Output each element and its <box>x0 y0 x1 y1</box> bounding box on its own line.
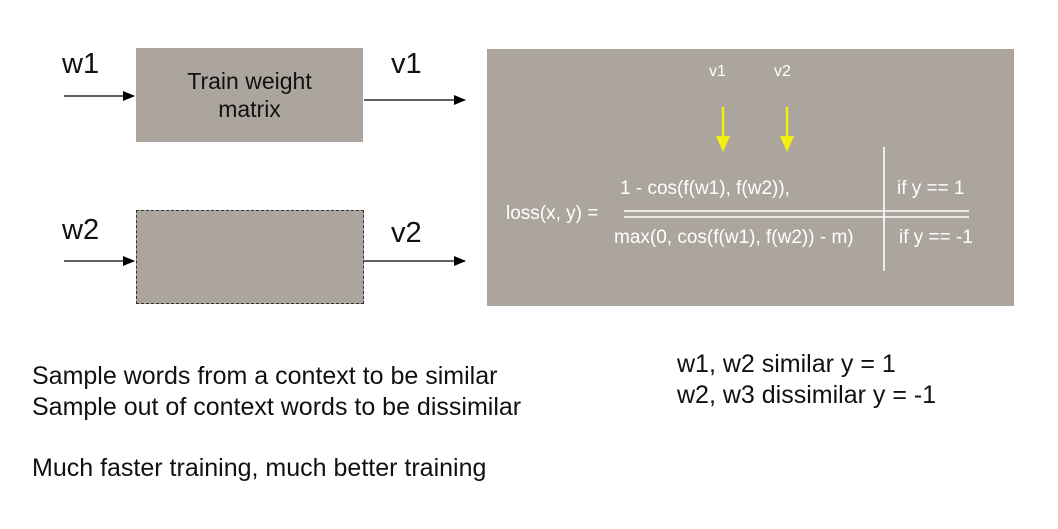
yellow-arrowhead-v2 <box>780 136 794 152</box>
train-weight-matrix-box: Train weight matrix <box>136 48 363 142</box>
loss-panel: v1 v2 loss(x, y) = 1 - cos(f(w1), f(w2))… <box>487 49 1014 306</box>
label-similar-pair: w1, w2 similar y = 1 <box>677 350 896 378</box>
input-label-w2: w2 <box>62 214 100 246</box>
note-similar-sampling: Sample words from a context to be simila… <box>32 362 498 390</box>
loss-panel-lines <box>624 107 969 271</box>
label-dissimilar-pair: w2, w3 dissimilar y = -1 <box>677 381 937 409</box>
case1-condition: if y == 1 <box>897 178 965 199</box>
note-training-benefit: Much faster training, much better traini… <box>32 454 487 482</box>
loss-arrow-label-v2: v2 <box>774 63 791 80</box>
note-dissimilar-sampling: Sample out of context words to be dissim… <box>32 393 522 421</box>
case1-expression: 1 - cos(f(w1), f(w2)), <box>620 178 790 199</box>
case2-expression: max(0, cos(f(w1), f(w2)) - m) <box>614 227 854 248</box>
case2-condition: if y == -1 <box>899 227 973 248</box>
output-label-v2: v2 <box>391 217 422 249</box>
yellow-arrowhead-v1 <box>716 136 730 152</box>
loss-lhs: loss(x, y) = <box>506 203 599 224</box>
shared-weight-matrix-box <box>136 210 364 304</box>
output-label-v1: v1 <box>391 48 422 80</box>
train-weight-matrix-label: Train weight matrix <box>187 68 312 122</box>
input-label-w1: w1 <box>62 48 100 80</box>
loss-arrow-label-v1: v1 <box>709 63 726 80</box>
